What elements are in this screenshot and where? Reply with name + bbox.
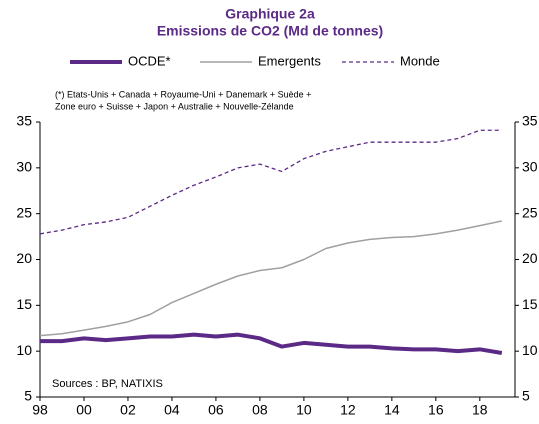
y2-tick-label: 35: [522, 113, 538, 129]
x-tick-label: 02: [120, 402, 136, 418]
chart-title: Graphique 2a: [225, 6, 315, 22]
source: Sources : BP, NATIXIS: [52, 378, 163, 390]
x-tick-label: 04: [164, 402, 180, 418]
x-tick-label: 10: [296, 402, 312, 418]
series-line: [39, 220, 502, 337]
series-line: [39, 129, 502, 235]
x-tick-label: 00: [76, 402, 92, 418]
y2-tick-label: 15: [522, 296, 538, 312]
y2-tick-label: 5: [522, 388, 530, 404]
y-tick-label: 20: [16, 250, 32, 266]
y2-tick-label: 25: [522, 204, 538, 220]
series-line: [40, 332, 503, 355]
legend-label: Monde: [400, 53, 440, 68]
y2-tick-label: 30: [522, 159, 538, 175]
y-tick-label: 30: [16, 159, 32, 175]
y2-tick-label: 20: [522, 250, 538, 266]
legend-label: OCDE*: [128, 53, 171, 68]
x-tick-label: 18: [472, 402, 488, 418]
x-tick-label: 08: [252, 402, 268, 418]
y-tick-label: 15: [16, 296, 32, 312]
y-tick-label: 10: [16, 342, 32, 358]
y-tick-label: 5: [24, 388, 32, 404]
legend-label: Emergents: [258, 53, 321, 68]
note: (*) Etats-Unis + Canada + Royaume-Uni + …: [55, 89, 311, 99]
x-tick-label: 98: [32, 402, 48, 418]
y2-tick-label: 10: [522, 342, 538, 358]
x-tick-label: 06: [208, 402, 224, 418]
x-tick-label: 12: [340, 402, 356, 418]
y-tick-label: 25: [16, 204, 32, 220]
chart-title: Emissions de CO2 (Md de tonnes): [157, 23, 383, 39]
x-tick-label: 14: [384, 402, 400, 418]
x-tick-label: 16: [428, 402, 444, 418]
y-tick-label: 35: [16, 113, 32, 129]
note: Zone euro + Suisse + Japon + Australie +…: [55, 101, 294, 111]
